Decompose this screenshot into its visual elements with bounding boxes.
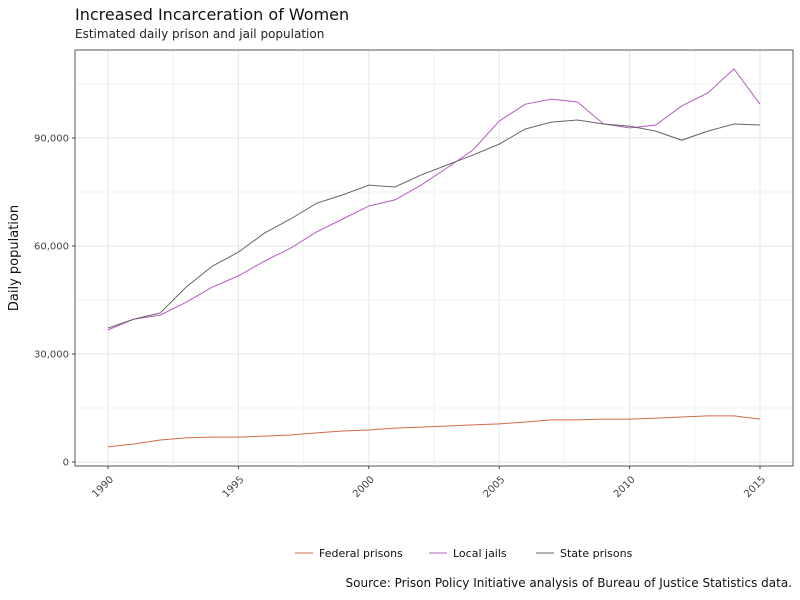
y-tick-label: 90,000 [34,134,69,145]
legend-label: Federal prisons [319,547,403,560]
series-line-local-jails [107,68,761,331]
x-tick-label: 2010 [612,474,638,500]
y-axis-label: Daily population [7,205,22,311]
x-tick-label: 1990 [90,474,116,500]
legend-label: State prisons [560,547,633,560]
y-tick-label: 60,000 [34,242,69,253]
series-line-federal-prisons [107,415,761,448]
x-tick-label: 1995 [221,474,247,500]
y-tick-label: 0 [63,458,69,469]
series-line-state-prisons [107,119,761,329]
plot-border [74,49,794,467]
y-tick-label: 30,000 [34,350,69,361]
x-tick-label: 2015 [742,474,768,500]
source-note: Source: Prison Policy Initiative analysi… [345,576,793,590]
chart-title: Increased Incarceration of Women [75,5,350,24]
legend-label: Local jails [453,547,507,560]
x-tick-label: 2005 [482,474,508,500]
chart-subtitle: Estimated daily prison and jail populati… [75,27,325,41]
x-tick-label: 2000 [351,474,377,500]
